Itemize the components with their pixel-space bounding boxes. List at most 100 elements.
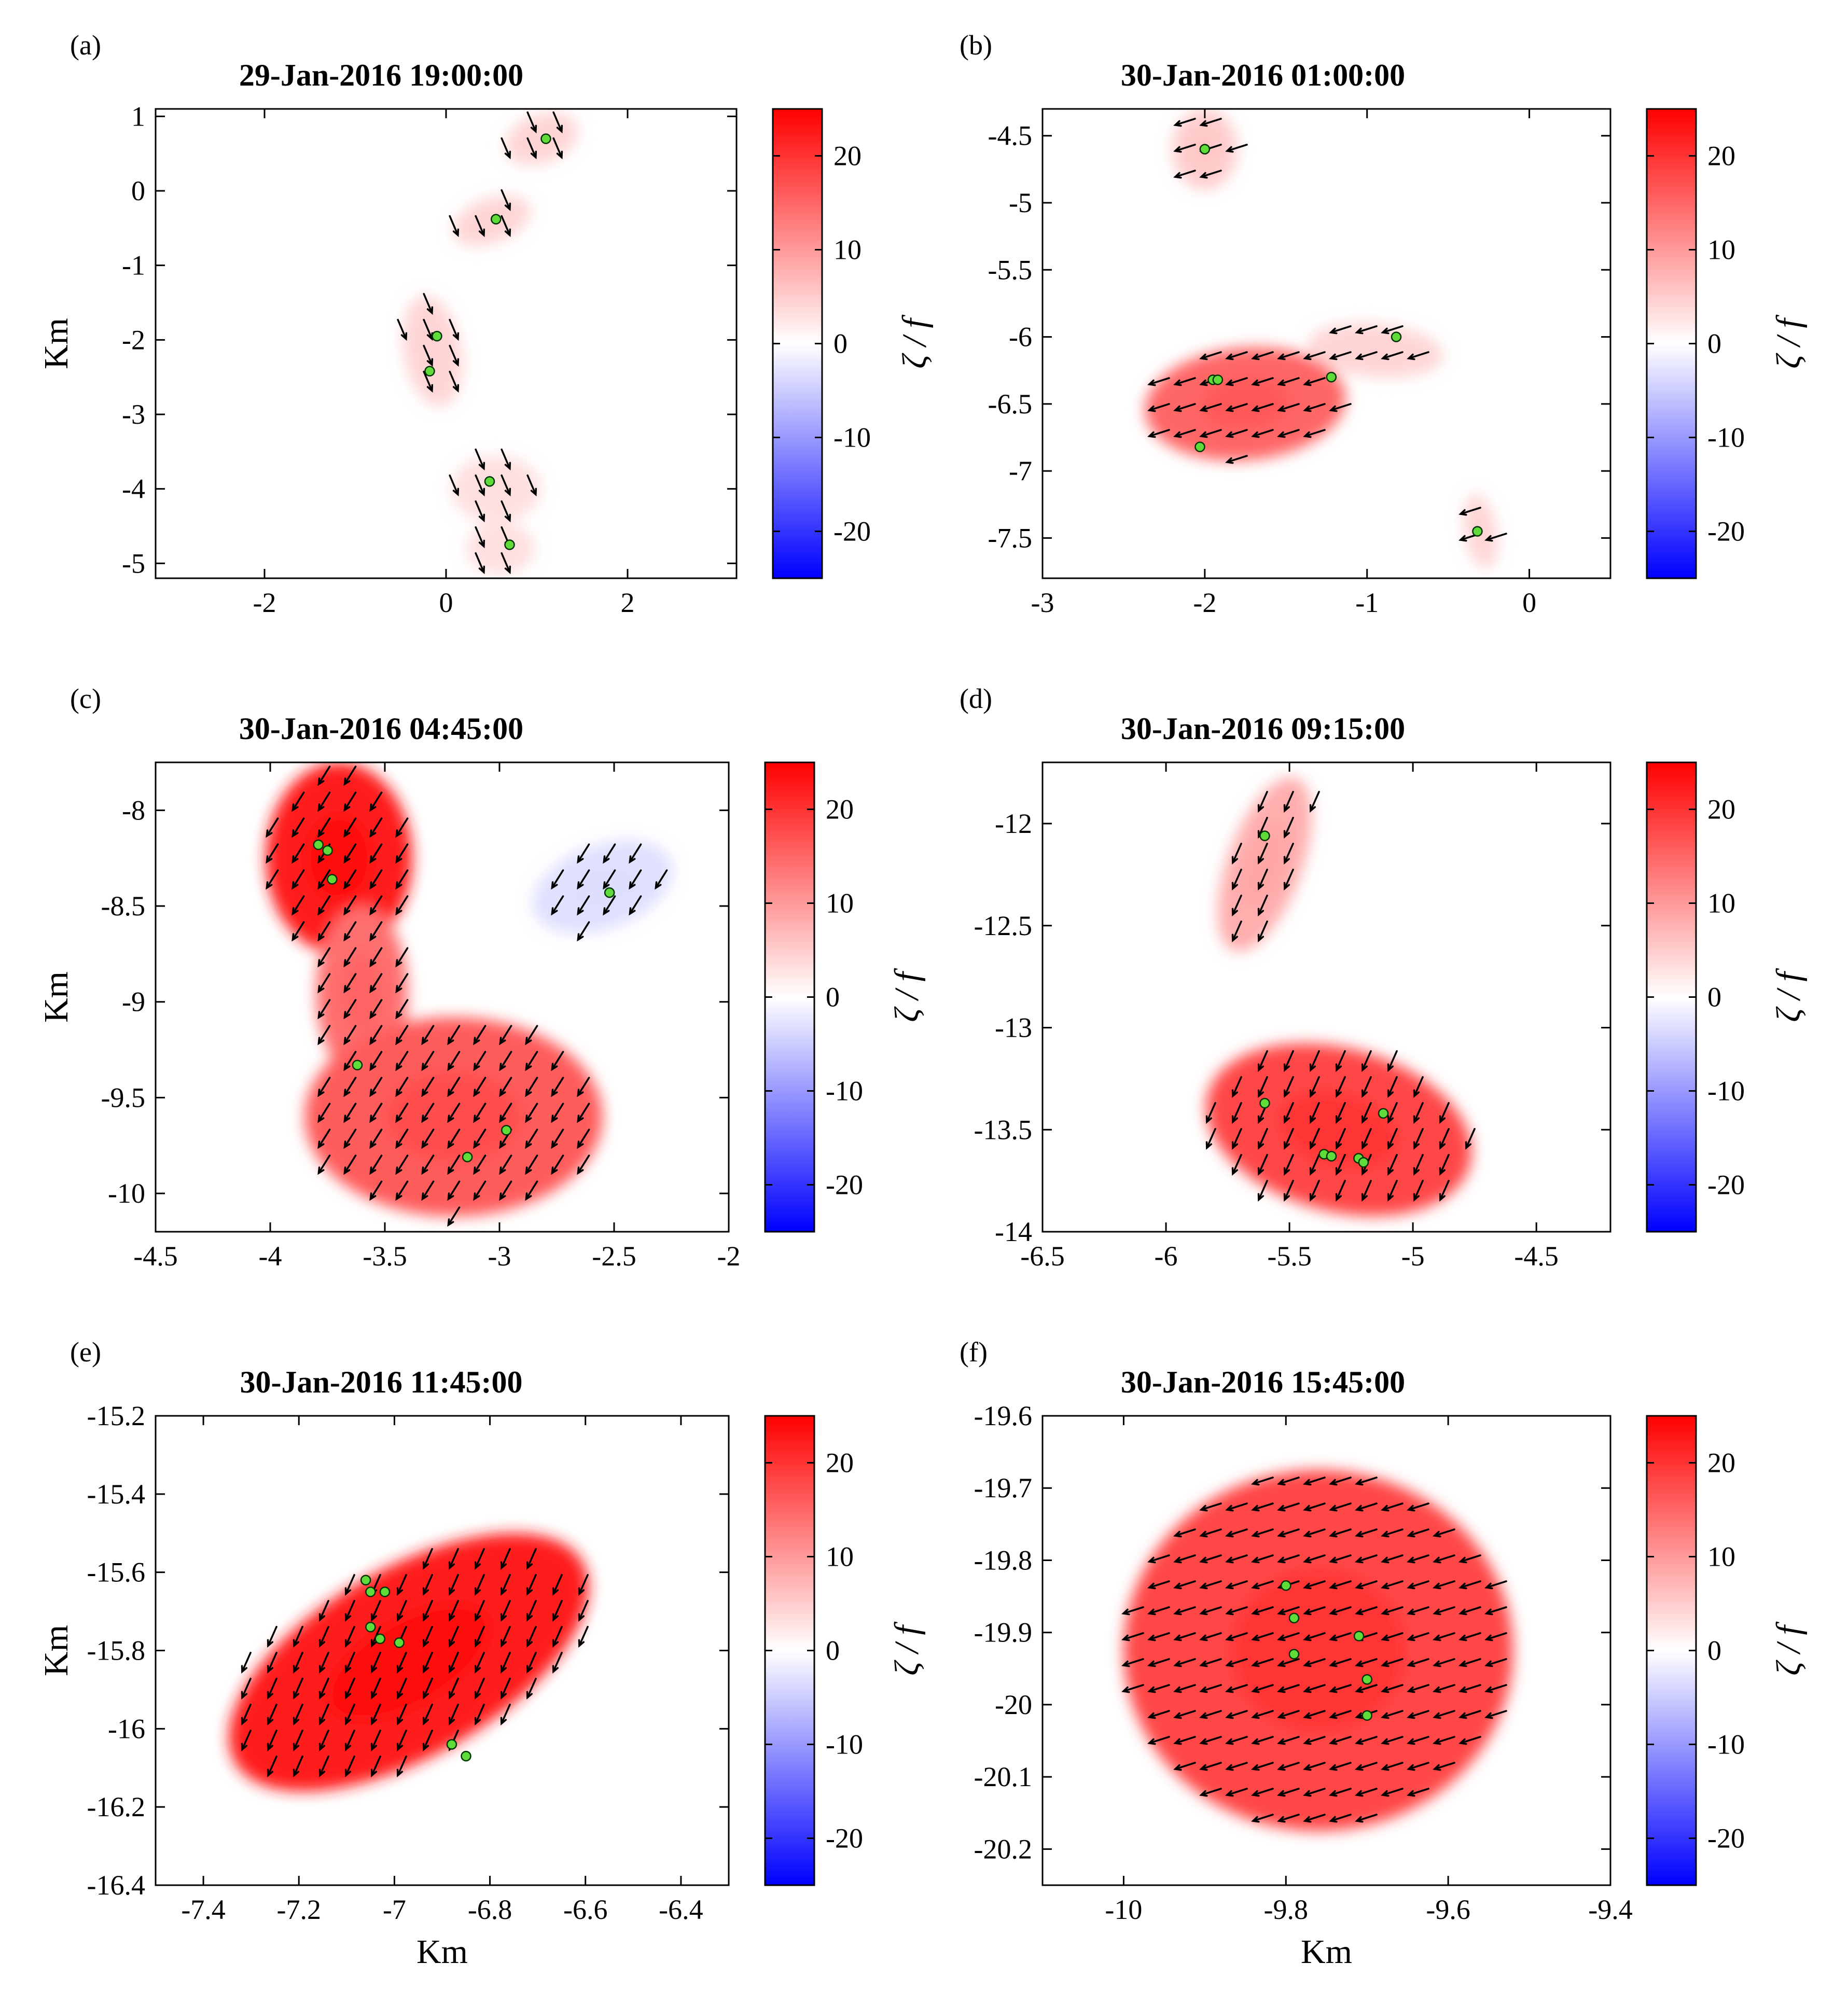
velocity-arrow (1277, 1606, 1300, 1616)
y-tick-label: -15.6 (87, 1557, 145, 1588)
velocity-arrow (552, 111, 563, 134)
velocity-arrow (1329, 1788, 1352, 1797)
y-tick-label: -7.5 (988, 522, 1032, 553)
velocity-arrow (422, 1548, 433, 1570)
velocity-arrow (551, 1103, 564, 1123)
velocity-arrow (293, 1729, 303, 1751)
x-tick-label: -9.4 (1588, 1894, 1632, 1925)
velocity-arrow (1329, 1814, 1352, 1823)
velocity-arrow (318, 1755, 329, 1777)
y-tick-label: -15.8 (87, 1635, 145, 1666)
velocity-arrow (1231, 1076, 1242, 1098)
colorbar-tick-label: -10 (826, 1076, 863, 1107)
velocity-arrow (1381, 1736, 1404, 1745)
velocity-arrow (1205, 1102, 1216, 1124)
velocity-arrow (1121, 1606, 1144, 1616)
colorbar-tick-label: 20 (826, 1447, 854, 1479)
x-tick-label: -4.5 (133, 1241, 177, 1272)
velocity-arrows (397, 111, 563, 575)
sensor-marker (1361, 1710, 1372, 1721)
velocity-arrow (1303, 1658, 1326, 1667)
velocity-arrow (552, 1599, 563, 1622)
velocity-arrow (1458, 1710, 1481, 1719)
velocity-arrow (499, 1077, 512, 1097)
velocity-arrow (1355, 1814, 1378, 1823)
velocity-arrow (1458, 1658, 1481, 1667)
velocity-arrow (475, 448, 485, 471)
velocity-arrow (1283, 1179, 1294, 1202)
velocity-arrow (317, 895, 331, 916)
velocity-arrow (343, 843, 357, 864)
velocity-arrow (343, 817, 357, 838)
sensor-marker (374, 1633, 386, 1645)
velocity-arrow (552, 1574, 563, 1596)
velocity-arrow (396, 1574, 407, 1596)
x-tick-label: -9.6 (1426, 1894, 1470, 1925)
velocity-arrow (369, 1025, 383, 1046)
plot-content (266, 762, 673, 1227)
velocity-arrow (1283, 868, 1294, 890)
velocity-arrow (1355, 1658, 1378, 1667)
velocity-arrow (449, 318, 460, 341)
velocity-arrow (1147, 1736, 1170, 1745)
velocity-arrow (1355, 351, 1378, 360)
velocity-arrows (266, 765, 668, 1227)
velocity-arrow (267, 1755, 277, 1777)
velocity-arrow (1329, 1580, 1352, 1590)
velocity-arrow (1257, 868, 1268, 890)
velocity-arrow (1251, 1658, 1274, 1667)
velocity-arrow (1413, 1076, 1424, 1098)
velocity-arrow (396, 1703, 407, 1725)
x-tick-label: -6.6 (563, 1894, 607, 1925)
velocity-arrow (1329, 325, 1352, 335)
velocity-arrow (1251, 1814, 1274, 1823)
panel-d: (d) 30-Jan-2016 09:15:00 -6.5 -6 -5.5 -5 -4.5 -… (960, 683, 1808, 1272)
velocity-arrow (1381, 1658, 1404, 1667)
velocity-arrow (266, 869, 279, 890)
velocity-arrow (291, 921, 305, 942)
velocity-arrow (1257, 1050, 1268, 1072)
velocity-arrow (1257, 920, 1268, 942)
velocity-arrow (1335, 1179, 1346, 1202)
velocity-arrow (1407, 1736, 1429, 1745)
velocity-arrow (318, 1599, 329, 1622)
colorbar-tick-label: 10 (1707, 1541, 1735, 1572)
velocity-arrow (422, 1651, 433, 1674)
velocity-arrow (1173, 1658, 1196, 1667)
velocity-arrow (421, 1154, 435, 1175)
velocity-arrow (397, 318, 408, 341)
velocity-arrow (526, 1625, 537, 1648)
velocity-arrow (500, 1574, 511, 1596)
velocity-arrow (1173, 144, 1196, 153)
colorbar-tick-label: 0 (1707, 982, 1721, 1013)
velocity-arrow (1303, 1632, 1326, 1641)
panel-label: (f) (960, 1336, 988, 1368)
y-tick-label: -16 (108, 1713, 145, 1744)
velocity-arrow (1355, 1762, 1378, 1771)
velocity-arrow (1303, 1788, 1326, 1797)
velocity-arrow (1309, 1179, 1320, 1202)
velocity-arrow (1309, 1076, 1320, 1098)
x-tick-label: -2.5 (592, 1241, 636, 1272)
velocity-arrow (1251, 1606, 1274, 1616)
velocity-arrow (343, 1129, 357, 1149)
velocity-arrow (1225, 1554, 1248, 1564)
velocity-arrow (1277, 377, 1300, 386)
x-tick-label: -3.5 (363, 1241, 407, 1272)
velocity-arrow (369, 895, 383, 916)
velocity-arrow (1147, 1554, 1170, 1564)
velocity-arrow (395, 1025, 409, 1046)
velocity-arrow (1225, 1736, 1248, 1745)
velocity-arrow (1433, 1736, 1455, 1745)
velocity-arrow (1251, 1710, 1274, 1719)
velocity-arrow (577, 843, 590, 864)
velocity-arrow (1329, 1502, 1352, 1512)
velocity-arrow (1251, 1554, 1274, 1564)
x-tick-label: -7.2 (277, 1894, 321, 1925)
colorbar-tick-label: 10 (826, 888, 854, 919)
velocity-arrow (1303, 1528, 1326, 1538)
velocity-arrow (1407, 1710, 1429, 1719)
sensor-marker (432, 330, 442, 342)
velocity-arrow (369, 1103, 383, 1123)
